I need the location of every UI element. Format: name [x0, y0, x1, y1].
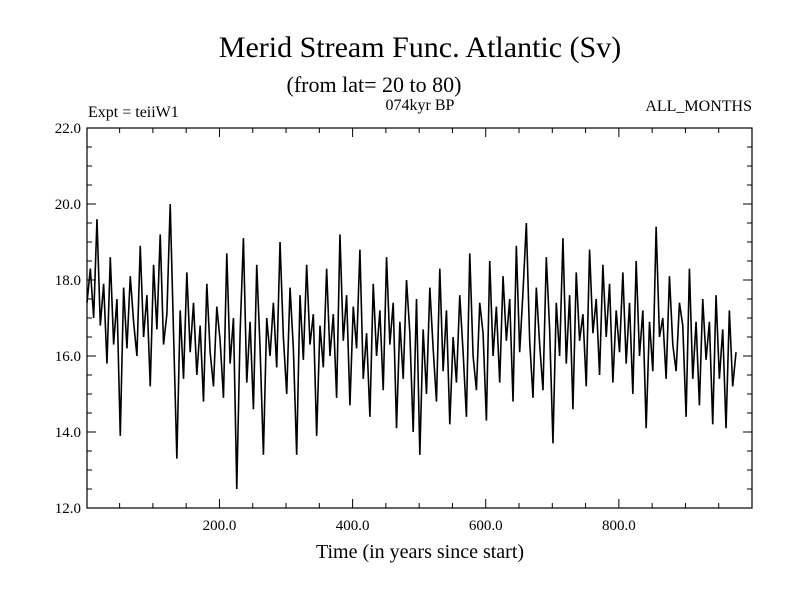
y-tick-label: 22.0 [55, 121, 81, 137]
plot-frame [86, 127, 753, 509]
y-tick-label: 14.0 [55, 425, 81, 441]
y-tick-label: 20.0 [55, 197, 81, 213]
x-axis: 200.0 400.0 600.0 800.0 [119, 128, 720, 534]
experiment-label: Expt = teiiW1 [88, 104, 179, 121]
y-tick-label: 18.0 [55, 273, 81, 289]
months-label: ALL_MONTHS [645, 98, 752, 115]
y-tick-label: 16.0 [55, 349, 81, 365]
plot-series-group [86, 203, 737, 490]
series-line [86, 203, 737, 490]
x-tick-label: 400.0 [336, 518, 370, 534]
y-axis: 12.0 14.0 16.0 18.0 20.0 22.0 [55, 121, 752, 517]
period-label: 074kyr BP [386, 97, 455, 114]
x-tick-label: 200.0 [203, 518, 237, 534]
chart-subtitle: (from lat= 20 to 80) [287, 72, 462, 97]
chart-title: Merid Stream Func. Atlantic (Sv) [219, 31, 621, 64]
x-tick-label: 800.0 [602, 518, 636, 534]
x-tick-label: 600.0 [469, 518, 503, 534]
y-tick-label: 12.0 [55, 501, 81, 517]
x-axis-title: Time (in years since start) [316, 541, 524, 563]
